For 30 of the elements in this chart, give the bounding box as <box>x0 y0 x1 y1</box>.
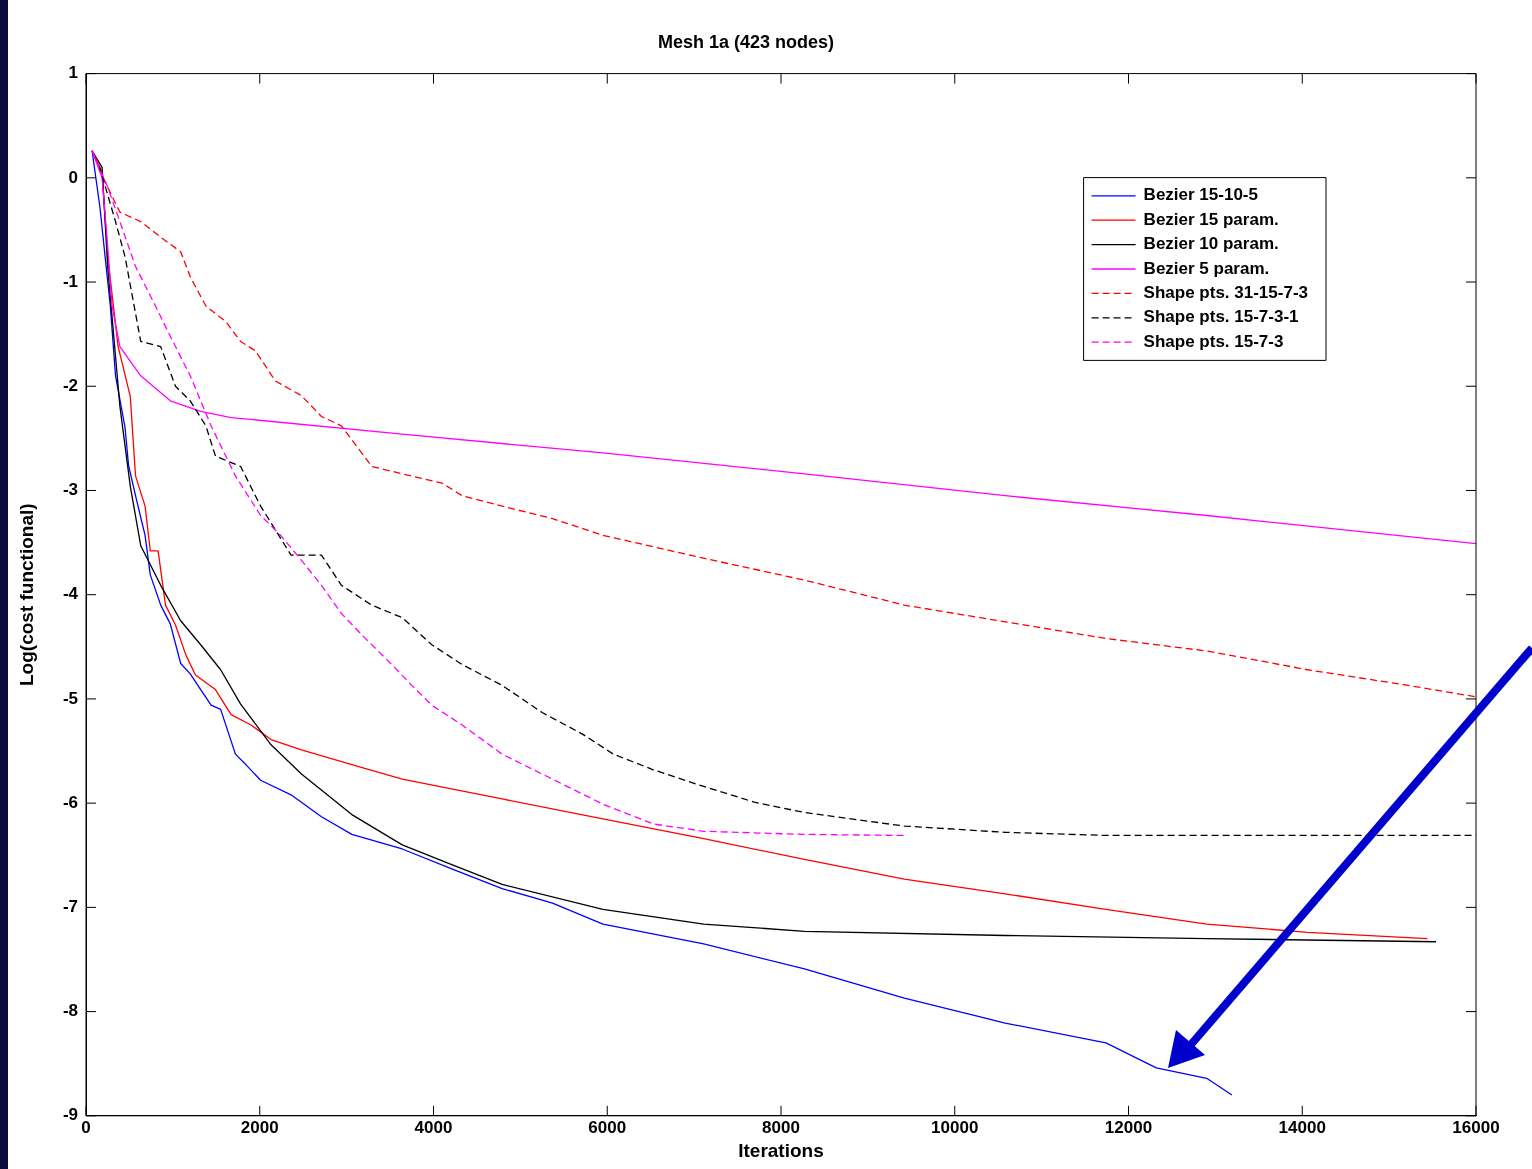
x-tick-label: 6000 <box>588 1117 627 1137</box>
x-tick-label: 14000 <box>1278 1117 1326 1137</box>
x-tick-label: 16000 <box>1452 1117 1500 1137</box>
y-tick-label: -8 <box>62 1001 78 1021</box>
legend-label: Bezier 5 param. <box>1143 258 1270 278</box>
legend-label: Shape pts. 31-15-7-3 <box>1143 283 1309 303</box>
y-tick-label: -7 <box>62 897 78 917</box>
y-axis-title: Log(cost functional) <box>15 503 37 686</box>
x-tick-label: 10000 <box>931 1117 979 1137</box>
y-tick-label: -5 <box>62 688 78 708</box>
x-axis-title: Iterations <box>738 1139 824 1161</box>
x-tick-label: 0 <box>81 1117 91 1137</box>
y-tick-label: 0 <box>68 167 78 187</box>
y-tick-label: 1 <box>68 63 78 83</box>
y-tick-label: -3 <box>62 480 78 500</box>
legend-label: Bezier 10 param. <box>1143 234 1279 254</box>
legend-label: Shape pts. 15-7-3-1 <box>1143 307 1299 327</box>
x-tick-label: 8000 <box>762 1117 800 1137</box>
legend-label: Shape pts. 15-7-3 <box>1143 331 1284 351</box>
y-tick-label: -1 <box>62 271 78 291</box>
y-tick-label: -6 <box>62 792 78 812</box>
x-tick-label: 2000 <box>240 1117 279 1137</box>
y-tick-label: -4 <box>62 584 79 604</box>
x-tick-label: 4000 <box>414 1117 453 1137</box>
legend-label: Bezier 15-10-5 <box>1143 185 1258 205</box>
chart-title: Mesh 1a (423 nodes) <box>657 31 835 52</box>
legend-label: Bezier 15 param. <box>1143 209 1279 229</box>
y-tick-label: -9 <box>62 1105 78 1125</box>
y-tick-label: -2 <box>62 375 78 395</box>
x-tick-label: 12000 <box>1104 1117 1153 1137</box>
